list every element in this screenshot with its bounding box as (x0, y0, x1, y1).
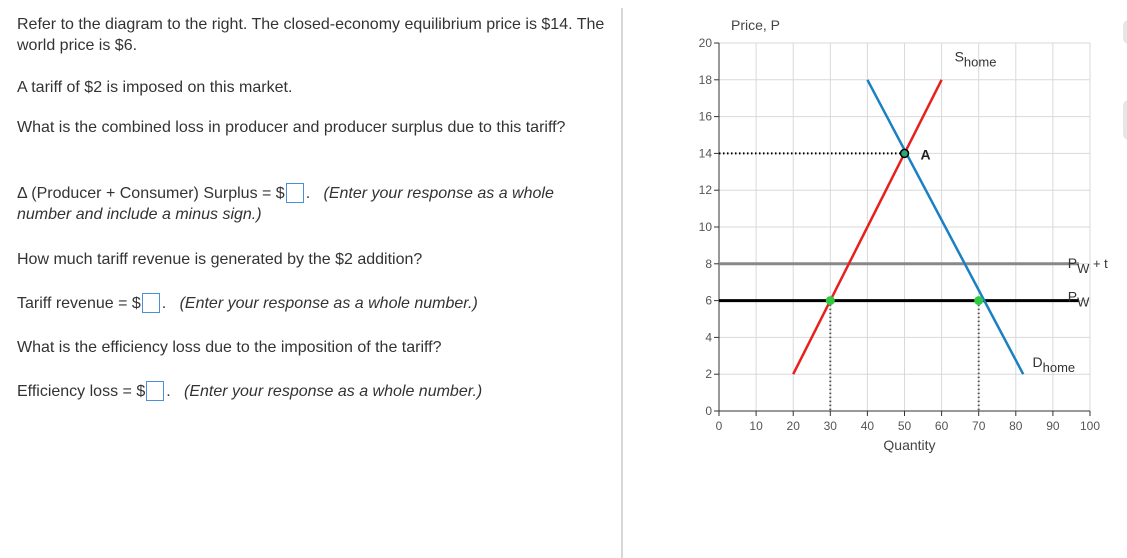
x-tick-label: 80 (1009, 419, 1023, 433)
x-tick-label: 10 (749, 419, 763, 433)
y-tick-label: 2 (705, 367, 712, 381)
revenue-suffix: . (161, 295, 167, 312)
surplus-suffix: . (305, 185, 311, 202)
x-tick-label: 30 (824, 419, 838, 433)
question-2: How much tariff revenue is generated by … (17, 251, 423, 268)
x-tick-label: 90 (1046, 419, 1060, 433)
x-tick-label: 70 (972, 419, 986, 433)
labels: Shome Dhome PW + t PW A (921, 48, 1109, 374)
y-tick-label: 10 (699, 220, 713, 234)
tariff-price-label: PW + t (1068, 255, 1108, 276)
demand-curve[interactable] (866, 79, 1025, 375)
revenue-input[interactable] (141, 293, 160, 313)
revenue-hint: (Enter your response as a whole number.) (179, 295, 478, 312)
world-price-label: PW (1068, 289, 1090, 310)
surplus-prefix: Δ (Producer + Consumer) Surplus = $ (17, 185, 285, 202)
surplus-input[interactable] (285, 183, 304, 203)
x-tick-label: 0 (716, 419, 723, 433)
tariff-graph: 0 2 4 6 8 10 12 14 16 18 20 0 10 20 30 40 50 60 70 80 90 100 P… (699, 17, 1109, 453)
efficiency-hint: (Enter your response as a whole number.) (184, 383, 483, 400)
x-tick-label: 50 (898, 419, 912, 433)
equilibrium-point[interactable] (899, 148, 910, 159)
y-tick-label: 16 (699, 110, 713, 124)
efficiency-suffix: . (166, 383, 171, 400)
y-tick-label: 12 (699, 183, 713, 197)
x-axis-label: Quantity (883, 437, 935, 453)
tariff-statement: A tariff of $2 is imposed on this market… (17, 79, 293, 96)
efficiency-answer-line: Efficiency loss = $. (Enter your respons… (17, 381, 482, 402)
graph-panel: 0 2 4 6 8 10 12 14 16 18 20 0 10 20 30 40 50 60 70 80 90 100 P… (623, 0, 1127, 558)
x-tick-label: 20 (787, 419, 801, 433)
y-tick-label: 6 (705, 294, 712, 308)
intro-text: Refer to the diagram to the right. The c… (17, 16, 605, 54)
supply-curve[interactable] (792, 79, 943, 375)
y-axis-label: Price, P (731, 17, 780, 33)
x-tick-label: 100 (1080, 419, 1100, 433)
panel-divider (621, 8, 623, 558)
efficiency-prefix: Efficiency loss = $ (17, 383, 146, 400)
surplus-hint: (Enter your response as a whole number a… (17, 185, 554, 223)
y-tick-label: 0 (705, 404, 712, 418)
world-price-point[interactable] (825, 296, 835, 306)
x-tick-label: 40 (861, 419, 875, 433)
surplus-answer-line: Δ (Producer + Consumer) Surplus = $. (En… (17, 183, 607, 225)
question-1: What is the combined loss in producer an… (17, 119, 566, 136)
supply-label: Shome (955, 48, 997, 69)
axes: 0 2 4 6 8 10 12 14 16 18 20 0 10 20 30 40 50 60 70 80 90 100 P… (699, 17, 1101, 453)
question-3: What is the efficiency loss due to the i… (17, 339, 442, 356)
efficiency-input[interactable] (146, 381, 165, 401)
curves (719, 79, 1079, 411)
revenue-answer-line: Tariff revenue = $. (Enter your response… (17, 293, 478, 314)
question-panel: Refer to the diagram to the right. The c… (17, 16, 607, 402)
revenue-prefix: Tariff revenue = $ (17, 295, 141, 312)
x-tick-label: 60 (935, 419, 949, 433)
scroll-handle[interactable] (1123, 20, 1127, 44)
y-tick-label: 4 (705, 330, 712, 344)
y-tick-label: 14 (699, 146, 713, 160)
y-tick-label: 20 (699, 36, 713, 50)
equilibrium-label: A (921, 146, 931, 162)
demand-label: Dhome (1032, 354, 1075, 375)
world-price-point[interactable] (974, 296, 984, 306)
y-tick-label: 18 (699, 73, 713, 87)
scroll-handle-lower[interactable] (1123, 100, 1127, 140)
y-tick-label: 8 (705, 257, 712, 271)
